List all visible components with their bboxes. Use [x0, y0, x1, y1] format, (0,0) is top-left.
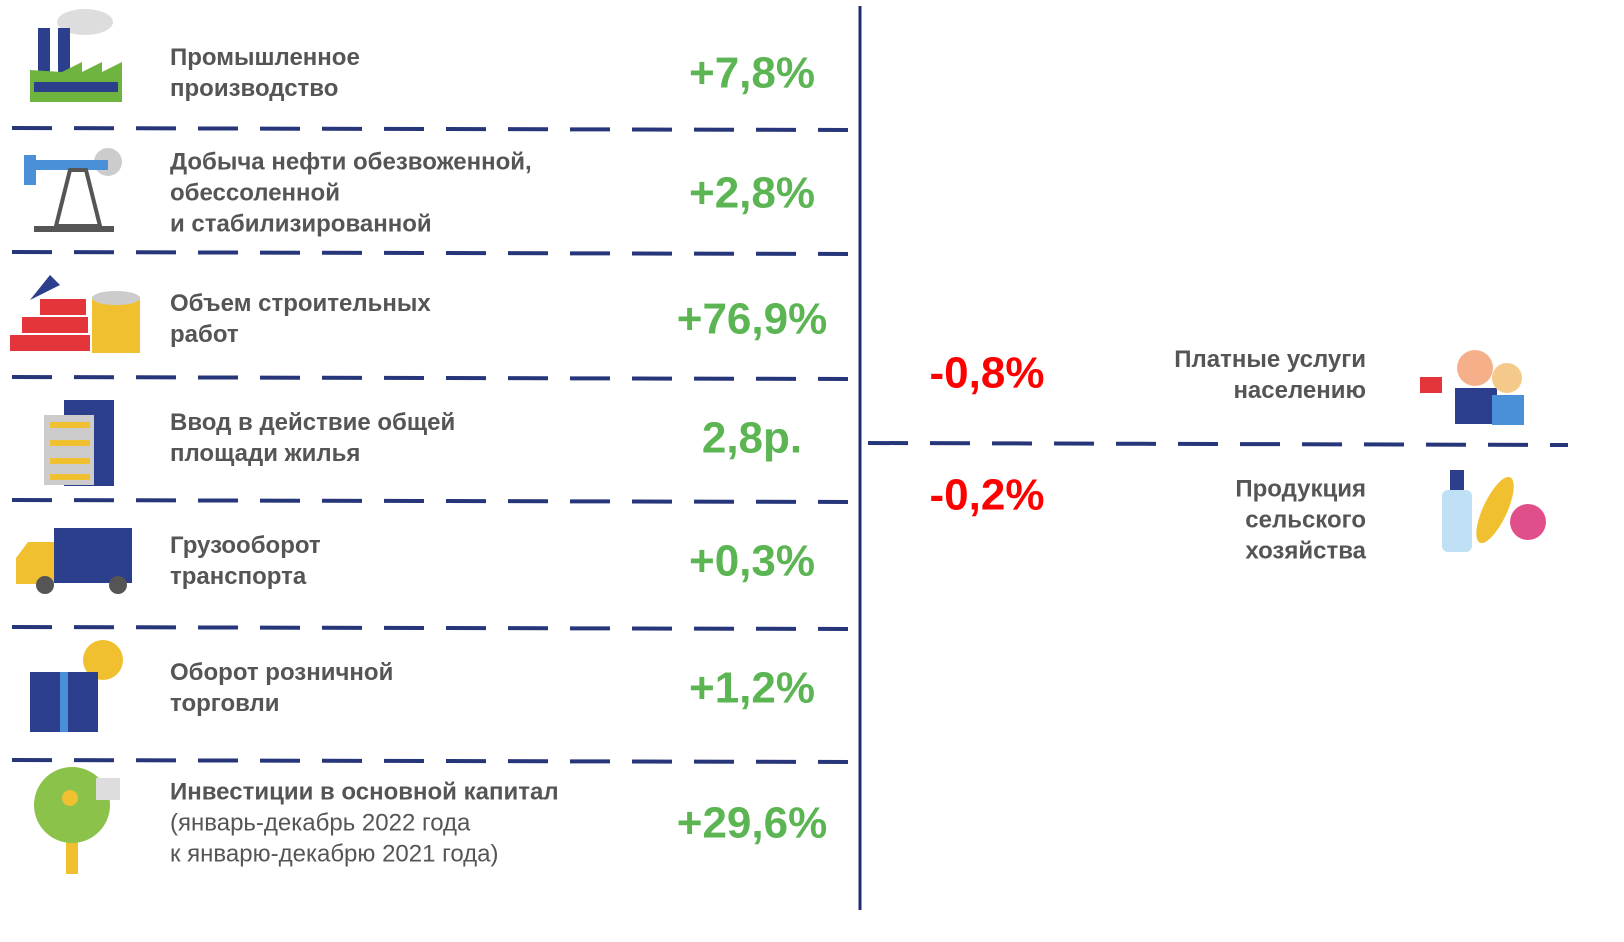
icon-shape [28, 160, 108, 170]
icon-shape [40, 299, 86, 315]
icon-shape [36, 576, 54, 594]
icon-shape [50, 422, 90, 428]
icon-shape [34, 82, 118, 92]
row-separator [12, 252, 848, 254]
icon-gift [30, 640, 123, 732]
item-label: Оборот розничной [170, 659, 393, 686]
icon-tree [34, 767, 120, 874]
icon-shape [1457, 350, 1493, 386]
row-separator [12, 627, 848, 629]
icon-shape [1492, 363, 1522, 393]
item-value: +76,9% [677, 295, 827, 344]
item-label: Грузооборот [170, 532, 321, 559]
icon-truck [16, 528, 132, 594]
icon-shape [1420, 377, 1442, 393]
item-label: работ [170, 321, 239, 348]
icon-shape [56, 170, 100, 226]
item-label: Платные услуги [1174, 346, 1366, 373]
icon-building [44, 400, 114, 486]
item-label: хозяйства [1245, 537, 1366, 564]
body: Промышленное производство +7,8% Добыча нефт… [0, 0, 1624, 942]
item-label: Объем строительных [170, 290, 431, 317]
row-separator [12, 500, 848, 502]
item-value: +29,6% [677, 799, 827, 848]
infographic: Промышленное производство +7,8% Добыча нефт… [0, 0, 1624, 942]
item-value: 2,8р. [702, 414, 802, 463]
item-value: +2,8% [689, 169, 815, 218]
icon-shape [1469, 472, 1521, 547]
item-label: населению [1233, 377, 1366, 404]
item-value: -0,2% [930, 471, 1045, 520]
row-separator [12, 128, 848, 130]
item-value: +0,3% [689, 537, 815, 586]
icon-shape [30, 275, 60, 300]
icon-shape [24, 155, 36, 185]
item-label: Добыча нефти обезвоженной, [170, 148, 532, 175]
item-value: -0,8% [930, 349, 1045, 398]
icon-shape [50, 458, 90, 464]
icon-shape [34, 226, 114, 232]
item-label: Продукция [1235, 475, 1366, 502]
item-label: производство [170, 75, 338, 102]
icon-shape [10, 335, 90, 351]
icon-agri [1442, 470, 1546, 552]
item-label: торговли [170, 690, 280, 717]
item-label: Ввод в действие общей [170, 409, 455, 436]
icon-shape [50, 474, 90, 480]
item-label: Инвестиции в основной капитал [170, 778, 559, 805]
icon-shape [62, 790, 78, 806]
icon-shape [92, 291, 140, 305]
icon-shape [22, 317, 88, 333]
item-label: транспорта [170, 563, 307, 590]
icon-shape [38, 28, 50, 73]
item-value: +7,8% [689, 49, 815, 98]
icon-shape [1455, 388, 1497, 424]
icon-shape [60, 672, 68, 732]
item-note: (январь-декабрь 2022 года [170, 809, 471, 836]
item-value: +1,2% [689, 664, 815, 713]
row-separator [868, 443, 1568, 445]
icon-factory [30, 9, 122, 102]
icon-oil [24, 148, 122, 232]
item-note: к январю-декабрю 2021 года) [170, 840, 499, 867]
row-separator [12, 377, 848, 379]
item-label: сельского [1245, 506, 1366, 533]
icon-shape [1510, 504, 1546, 540]
icon-shape [1492, 395, 1524, 425]
row-separator [12, 760, 848, 762]
icon-construction [10, 275, 140, 353]
icon-shape [96, 778, 120, 800]
icon-shape [58, 28, 70, 73]
icon-shape [92, 298, 140, 353]
icon-shape [50, 440, 90, 446]
item-label: Промышленное [170, 44, 360, 71]
icon-shape [109, 576, 127, 594]
item-label: и стабилизированной [170, 210, 432, 237]
icon-shape [1442, 490, 1472, 552]
item-label: площади жилья [170, 440, 360, 467]
item-label: обессоленной [170, 179, 340, 206]
icon-shape [54, 528, 132, 583]
icon-shape [1450, 470, 1464, 490]
icon-services [1420, 350, 1524, 425]
page: {"left_items": [ {"lines": ["Промышленно… [0, 0, 1624, 942]
